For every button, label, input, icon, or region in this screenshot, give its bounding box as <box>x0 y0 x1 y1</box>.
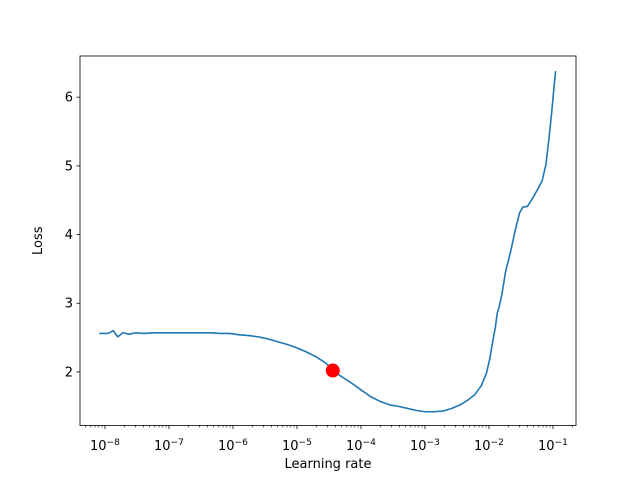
x-tick-label: 10−8 <box>90 438 120 454</box>
x-tick-label: 10−3 <box>410 438 440 454</box>
y-tick-label: 5 <box>65 159 73 174</box>
x-tick-label: 10−6 <box>218 438 248 454</box>
suggested-lr-marker <box>325 363 340 378</box>
y-tick-label: 2 <box>65 365 73 380</box>
x-tick-label: 10−1 <box>538 438 568 454</box>
x-tick-label: 10−5 <box>282 438 312 454</box>
y-tick-label: 6 <box>65 91 73 106</box>
x-tick-label: 10−2 <box>474 438 504 454</box>
y-axis-label: Loss <box>31 226 46 255</box>
y-tick-label: 4 <box>65 228 73 243</box>
axes-frame <box>79 55 577 426</box>
loss-curve <box>99 71 557 413</box>
y-axis-ticks: 2 3 4 5 6 <box>65 91 80 380</box>
x-tick-label: 10−7 <box>154 438 184 454</box>
x-axis-label: Learning rate <box>285 457 372 472</box>
y-tick-label: 3 <box>65 297 73 312</box>
x-tick-label: 10−4 <box>346 438 376 454</box>
plot-area <box>79 55 577 426</box>
x-axis-ticks: 10−8 10−7 10−6 10−5 10−4 10−3 10−2 10−1 <box>85 425 573 454</box>
